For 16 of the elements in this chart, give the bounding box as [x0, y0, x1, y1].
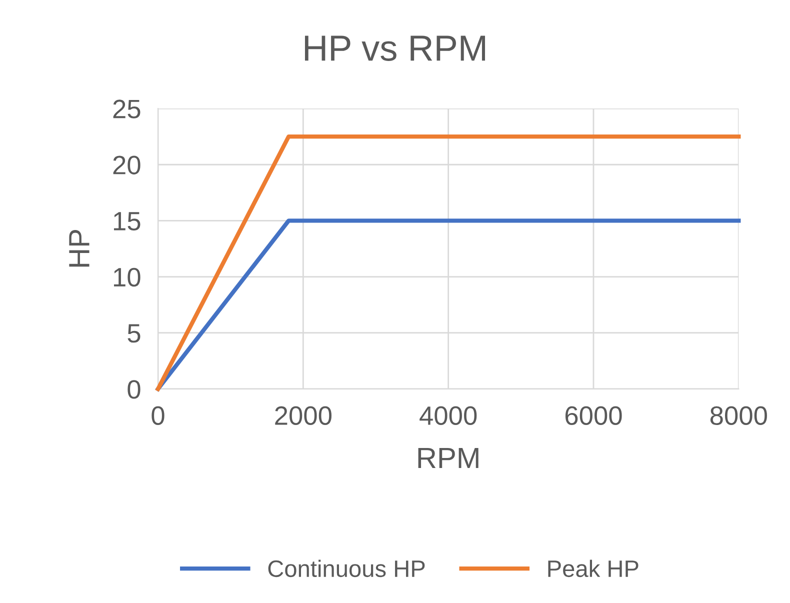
x-tick-label: 6000	[565, 406, 622, 425]
x-tick-label: 8000	[710, 406, 767, 425]
x-tick-label: 0	[152, 406, 164, 425]
x-tick-label: 2000	[275, 406, 332, 425]
y-tick-label: 10	[114, 268, 140, 287]
x-tick-label: 4000	[420, 406, 477, 425]
y-tick-label: 0	[128, 380, 140, 399]
legend-label: Peak HP	[548, 560, 638, 578]
chart-title: HP vs RPM	[304, 36, 486, 61]
y-tick-label: 15	[114, 212, 140, 231]
y-tick-label: 20	[113, 156, 140, 174]
y-axis-title: HP	[69, 230, 90, 267]
x-axis-title: RPM	[418, 448, 478, 468]
y-tick-label: 25	[113, 100, 140, 118]
legend-label: Continuous HP	[268, 560, 425, 578]
y-tick-label: 5	[128, 324, 140, 343]
